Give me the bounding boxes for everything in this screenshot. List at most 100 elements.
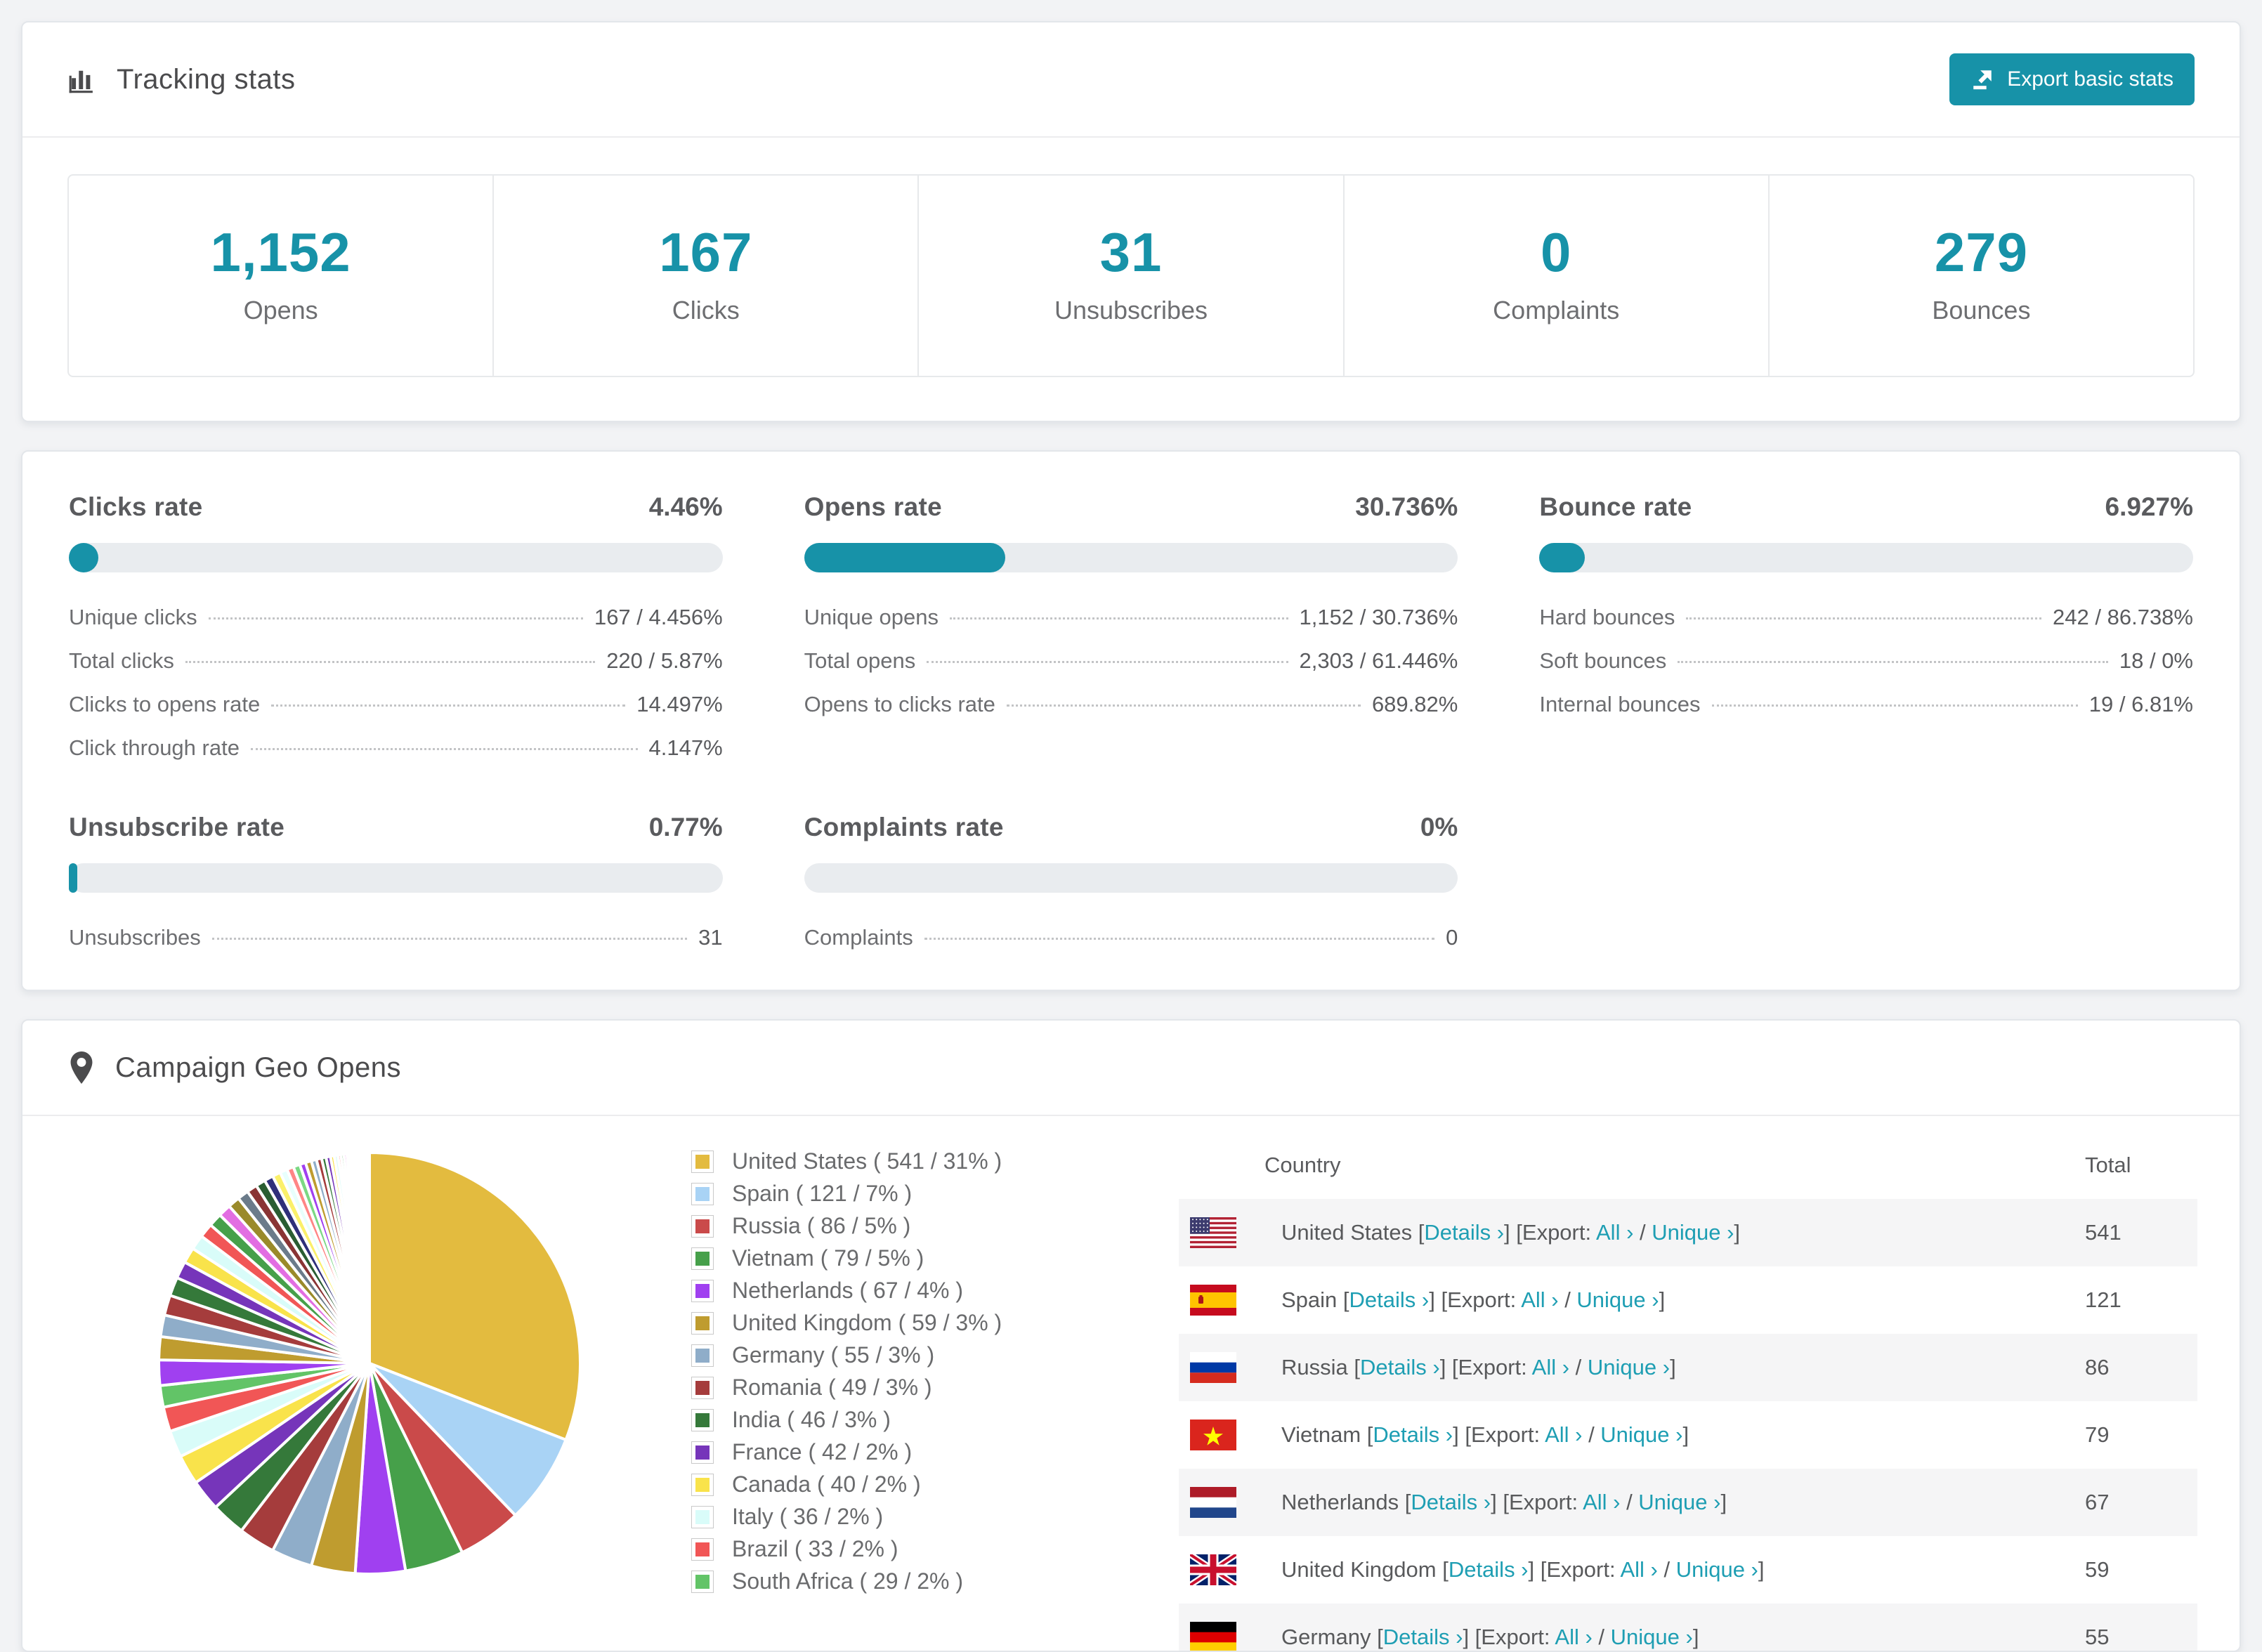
geo-country-name: Spain	[1281, 1287, 1343, 1312]
details-link[interactable]: Details ›	[1373, 1422, 1453, 1447]
export-prefix: Export:	[1546, 1557, 1621, 1582]
legend-item: Spain ( 121 / 7% )	[691, 1181, 1085, 1207]
pie-slice-spain[interactable]	[368, 1362, 568, 1518]
export-all-link[interactable]: All ›	[1583, 1490, 1621, 1514]
geo-table-row-es: Spain [Details ›] [Export: All › / Uniqu…	[1179, 1266, 2197, 1334]
stat-cell-bounces: 279 Bounces	[1767, 176, 2193, 376]
pie-slice-other-61[interactable]	[367, 1150, 371, 1364]
export-button-label: Export basic stats	[2007, 67, 2173, 91]
stat-cell-complaints: 0 Complaints	[1342, 176, 1768, 376]
bracket: ]	[1682, 1422, 1689, 1447]
details-link[interactable]: Details ›	[1411, 1490, 1491, 1514]
legend-item: Brazil ( 33 / 2% )	[691, 1536, 1085, 1562]
legend-swatch	[691, 1441, 714, 1464]
rate-detail-value: 14.497%	[636, 692, 723, 716]
flag-netherlands-icon	[1179, 1487, 1253, 1518]
legend-item: Germany ( 55 / 3% )	[691, 1342, 1085, 1368]
rate-value: 30.736%	[1355, 492, 1458, 521]
bracket: ] [	[1429, 1287, 1448, 1312]
legend-label: Brazil ( 33 / 2% )	[732, 1536, 898, 1561]
rate-block-clicks-rate: Clicks rate 4.46% Unique clicks 167 / 4.456…	[69, 492, 723, 761]
stat-label: Clicks	[672, 296, 740, 324]
export-unique-link[interactable]: Unique ›	[1638, 1490, 1721, 1514]
stat-cell-unsubscribes: 31 Unsubscribes	[917, 176, 1342, 376]
export-all-link[interactable]: All ›	[1555, 1625, 1593, 1649]
rate-detail-row: Hard bounces 242 / 86.738%	[1539, 605, 2193, 630]
rate-detail-row: Internal bounces 19 / 6.81%	[1539, 692, 2193, 717]
bracket: ] [	[1528, 1557, 1547, 1582]
dotted-leader	[208, 617, 583, 620]
details-link[interactable]: Details ›	[1349, 1287, 1430, 1312]
legend-label: Spain ( 121 / 7% )	[732, 1181, 913, 1206]
details-link[interactable]: Details ›	[1382, 1625, 1463, 1649]
geo-header-divider	[22, 1115, 2240, 1116]
bracket: ] [	[1453, 1422, 1471, 1447]
legend-label: Germany ( 55 / 3% )	[732, 1342, 935, 1368]
legend-label: Canada ( 40 / 2% )	[732, 1471, 921, 1497]
rate-detail-label: Unique opens	[804, 605, 939, 629]
geo-table-row-vn: Vietnam [Details ›] [Export: All › / Uni…	[1179, 1401, 2197, 1469]
tracking-stats-header: Tracking stats Export basic stats	[22, 22, 2240, 136]
legend-label: Netherlands ( 67 / 4% )	[732, 1278, 964, 1303]
rate-detail-label: Hard bounces	[1539, 605, 1675, 629]
legend-item: Italy ( 36 / 2% )	[691, 1504, 1085, 1530]
rate-detail-row: Unique clicks 167 / 4.456%	[69, 605, 723, 630]
details-link[interactable]: Details ›	[1424, 1220, 1505, 1245]
details-link[interactable]: Details ›	[1448, 1557, 1529, 1582]
rate-progress-bar	[804, 543, 1458, 572]
legend-swatch	[691, 1473, 714, 1496]
slash-separator: /	[1592, 1625, 1611, 1649]
export-all-link[interactable]: All ›	[1545, 1422, 1583, 1447]
rate-detail-value: 167 / 4.456%	[594, 605, 723, 629]
legend-item: United Kingdom ( 59 / 3% )	[691, 1310, 1085, 1336]
legend-swatch	[691, 1505, 714, 1528]
rate-title: Opens rate	[804, 492, 942, 521]
pie-slice-united-states[interactable]	[368, 1150, 582, 1442]
header-divider	[22, 136, 2240, 138]
export-unique-link[interactable]: Unique ›	[1652, 1220, 1734, 1245]
geo-total-cell: 79	[2085, 1422, 2110, 1447]
rate-detail-value: 220 / 5.87%	[606, 648, 723, 673]
legend-label: United States ( 541 / 31% )	[732, 1148, 1002, 1174]
flag-united-states-icon	[1179, 1217, 1253, 1248]
export-basic-stats-button[interactable]: Export basic stats	[1949, 53, 2195, 105]
dotted-leader	[250, 748, 638, 750]
dotted-leader	[185, 661, 596, 663]
export-all-link[interactable]: All ›	[1531, 1355, 1570, 1379]
export-all-link[interactable]: All ›	[1521, 1287, 1559, 1312]
rate-detail-label: Internal bounces	[1539, 692, 1701, 716]
export-unique-link[interactable]: Unique ›	[1600, 1422, 1683, 1447]
export-all-link[interactable]: All ›	[1596, 1220, 1634, 1245]
details-link[interactable]: Details ›	[1360, 1355, 1440, 1379]
dotted-leader	[924, 938, 1435, 940]
rate-detail-row: Click through rate 4.147%	[69, 735, 723, 761]
export-unique-link[interactable]: Unique ›	[1576, 1287, 1659, 1312]
stat-value: 279	[1934, 221, 2028, 283]
legend-swatch	[691, 1570, 714, 1593]
rate-progress-bar	[69, 863, 723, 893]
export-prefix: Export:	[1447, 1287, 1522, 1312]
export-unique-link[interactable]: Unique ›	[1587, 1355, 1671, 1379]
rate-block-unsubscribe-rate: Unsubscribe rate 0.77% Unsubscribes 31	[69, 813, 723, 950]
legend-label: Vietnam ( 79 / 5% )	[732, 1245, 924, 1271]
rate-detail-label: Soft bounces	[1539, 648, 1667, 673]
tracking-stats-title: Tracking stats	[117, 63, 296, 95]
rate-detail-row: Opens to clicks rate 689.82%	[804, 692, 1458, 717]
geo-total-cell: 59	[2085, 1557, 2110, 1582]
geo-total-cell: 67	[2085, 1490, 2110, 1514]
rate-progress-bar	[69, 543, 723, 572]
export-all-link[interactable]: All ›	[1620, 1557, 1658, 1582]
bracket: [	[1366, 1422, 1373, 1447]
stat-label: Opens	[243, 296, 318, 324]
bracket: ]	[1670, 1355, 1676, 1379]
map-pin-icon	[67, 1051, 96, 1084]
rate-detail-row: Complaints 0	[804, 925, 1458, 950]
bracket: ]	[1692, 1625, 1699, 1649]
export-unique-link[interactable]: Unique ›	[1675, 1557, 1758, 1582]
rate-progress-fill	[804, 543, 1005, 572]
legend-item: France ( 42 / 2% )	[691, 1439, 1085, 1465]
geo-country-cell: Russia [Details ›] [Export: All › / Uniq…	[1253, 1355, 2085, 1380]
export-unique-link[interactable]: Unique ›	[1610, 1625, 1693, 1649]
geo-opens-header: Campaign Geo Opens	[22, 1021, 2240, 1115]
geo-pie-chart	[138, 1132, 601, 1599]
